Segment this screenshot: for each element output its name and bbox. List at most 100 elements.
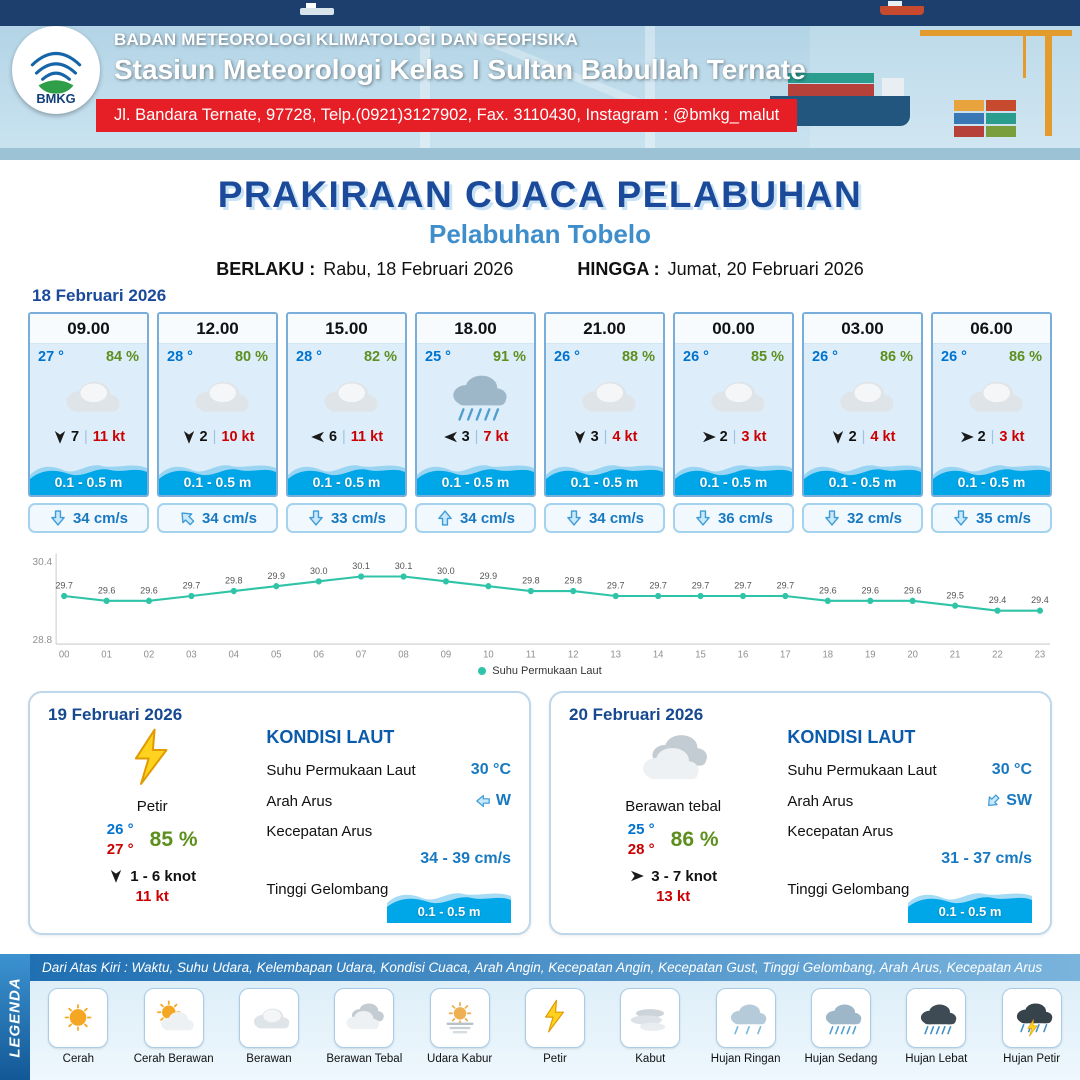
card-temp-humidity-row: 26 ° 86 % — [804, 344, 921, 365]
wind-range: 3 - 7 knot — [651, 867, 718, 885]
cerah-berawan-icon — [143, 988, 204, 1048]
wave-icon — [159, 465, 276, 495]
svg-text:00: 00 — [59, 650, 70, 661]
wind-arrow-icon — [183, 431, 194, 444]
legend-item-cerah-berawan: Cerah Berawan — [127, 988, 221, 1065]
card-temp-humidity-row: 26 ° 88 % — [546, 344, 663, 365]
current-speed-label: Kecepatan Arus — [266, 823, 373, 840]
current-speed-value: 36 cm/s — [717, 509, 774, 527]
svg-text:29.4: 29.4 — [1031, 595, 1049, 605]
wave-icon — [30, 465, 147, 495]
legend-item-berawan: Berawan — [222, 988, 316, 1065]
valid-from: BERLAKU : Rabu, 18 Februari 2026 — [216, 259, 513, 280]
weather-icon-berawan — [804, 365, 921, 427]
svg-text:29.4: 29.4 — [989, 595, 1007, 605]
wind-row: 2 | 3 kt — [675, 427, 792, 453]
current-speed-box: 34 cm/s — [544, 503, 665, 533]
svg-text:02: 02 — [144, 650, 155, 661]
weather-icon-berawan — [933, 365, 1050, 427]
sea-surface-temperature-chart: 30.4 28.8 29.7 00 29.6 01 29.6 02 29.7 03 29.8 04 29… — [33, 553, 1050, 661]
current-speed-row: Kecepatan Arus 31 - 37 cm/s — [787, 823, 1032, 868]
summary-body: Petir 26 ° 27 ° 85 % 1 - 6 knot 11 kt KO… — [48, 727, 511, 923]
wind-gust: 4 kt — [870, 429, 896, 445]
weather-icon-berawan-tebal — [627, 727, 719, 798]
wind-row: 3 - 7 knot — [629, 868, 717, 885]
wind-separator: | — [603, 429, 608, 445]
card-time: 03.00 — [804, 314, 921, 344]
svg-text:29.8: 29.8 — [564, 575, 582, 585]
port-name: Pelabuhan Tobelo — [429, 219, 651, 249]
legend-strip: LEGENDA — [0, 954, 30, 1080]
legend-strip-label: LEGENDA — [6, 976, 24, 1058]
crane-shape — [920, 30, 1072, 36]
legend-section: LEGENDA Dari Atas Kiri : Waktu, Suhu Uda… — [0, 954, 1080, 1080]
current-arrow-icon — [954, 510, 968, 526]
svg-text:30.1: 30.1 — [352, 561, 370, 571]
udara-kabur-icon — [429, 988, 490, 1048]
wind-row: 3 | 4 kt — [546, 427, 663, 453]
svg-text:29.7: 29.7 — [183, 580, 201, 590]
legend-item-udara-kabur: Udara Kabur — [413, 988, 507, 1065]
wind-arrow-icon — [832, 431, 843, 444]
svg-text:17: 17 — [780, 650, 791, 661]
wave-height-value: 0.1 - 0.5 m — [183, 474, 252, 490]
sst-value: 30 °C — [991, 761, 1032, 778]
svg-text:09: 09 — [441, 650, 452, 661]
card-temp-humidity-row: 25 ° 91 % — [417, 344, 534, 365]
wind-speed: 2 — [199, 429, 208, 445]
illustration-shape — [880, 6, 924, 15]
svg-text:29.6: 29.6 — [904, 585, 922, 595]
card-temp-humidity-row: 28 ° 80 % — [159, 344, 276, 365]
card-temp-humidity-row: 28 ° 82 % — [288, 344, 405, 365]
wind-row: 7 | 11 kt — [30, 427, 147, 453]
svg-text:05: 05 — [271, 650, 282, 661]
valid-to: HINGGA : Jumat, 20 Februari 2026 — [577, 259, 863, 280]
legend-label: Udara Kabur — [427, 1053, 493, 1065]
current-speed-value: 35 cm/s — [975, 509, 1032, 527]
summary-date: 19 Februari 2026 — [48, 705, 183, 724]
legend-item-berawan-tebal: Berawan Tebal — [317, 988, 411, 1065]
forecast-card: 00.00 26 ° 85 % 2 | 3 kt 0.1 - 0.5 m 36 … — [673, 312, 794, 533]
forecast-card: 09.00 27 ° 84 % 7 | 11 kt 0.1 - 0.5 m 34… — [28, 312, 149, 533]
wind-gust: 11 kt — [135, 887, 169, 905]
legend-item-hujan-lebat: Hujan Lebat — [889, 988, 983, 1065]
container-shape — [954, 100, 984, 111]
current-speed-value: 33 cm/s — [330, 509, 387, 527]
wind-separator: | — [342, 429, 346, 445]
current-direction-value: W — [475, 792, 511, 810]
illustration-shape — [306, 3, 316, 8]
legend-label: Cerah — [62, 1053, 94, 1065]
sea-conditions-column: KONDISI LAUT Suhu Permukaan Laut 30 °C Ar… — [777, 727, 1032, 923]
wave-icon — [675, 465, 792, 495]
wind-separator: | — [84, 429, 88, 445]
bmkg-logo-icon: BMKG — [30, 52, 82, 106]
wind-arrow-icon — [960, 431, 974, 443]
svg-text:29.6: 29.6 — [98, 585, 116, 595]
svg-text:08: 08 — [398, 650, 409, 661]
current-speed-value: 34 - 39 cm/s — [420, 850, 511, 867]
svg-text:29.8: 29.8 — [225, 575, 243, 585]
forecast-card-body: 03.00 26 ° 86 % 2 | 4 kt 0.1 - 0.5 m — [802, 312, 923, 497]
forecast-card-body: 06.00 26 ° 86 % 2 | 3 kt 0.1 - 0.5 m — [931, 312, 1052, 497]
address-bar: Jl. Bandara Ternate, 97728, Telp.(0921)3… — [96, 99, 798, 132]
card-humidity: 80 % — [234, 349, 268, 365]
wind-speed: 7 — [70, 429, 80, 445]
sst-value: 30 °C — [470, 761, 511, 778]
svg-text:12: 12 — [568, 650, 579, 661]
current-direction-row: Arah Arus W — [266, 792, 511, 810]
wind-separator: | — [732, 429, 737, 445]
forecast-card-body: 15.00 28 ° 82 % 6 | 11 kt 0.1 - 0.5 m — [286, 312, 407, 497]
container-shape — [954, 126, 984, 137]
svg-text:30.1: 30.1 — [395, 561, 413, 571]
temp-max: 27 ° — [106, 841, 134, 859]
current-speed-box: 32 cm/s — [802, 503, 923, 533]
ship-shape — [788, 73, 874, 83]
legend-label: Berawan — [246, 1053, 292, 1065]
legend-label: Petir — [543, 1053, 567, 1065]
svg-text:29.7: 29.7 — [55, 580, 73, 590]
temp-min: 26 ° — [106, 821, 134, 838]
bmkg-logo-text: BMKG — [36, 91, 75, 106]
wind-gust: 13 kt — [656, 887, 691, 905]
petir-icon — [524, 988, 585, 1048]
